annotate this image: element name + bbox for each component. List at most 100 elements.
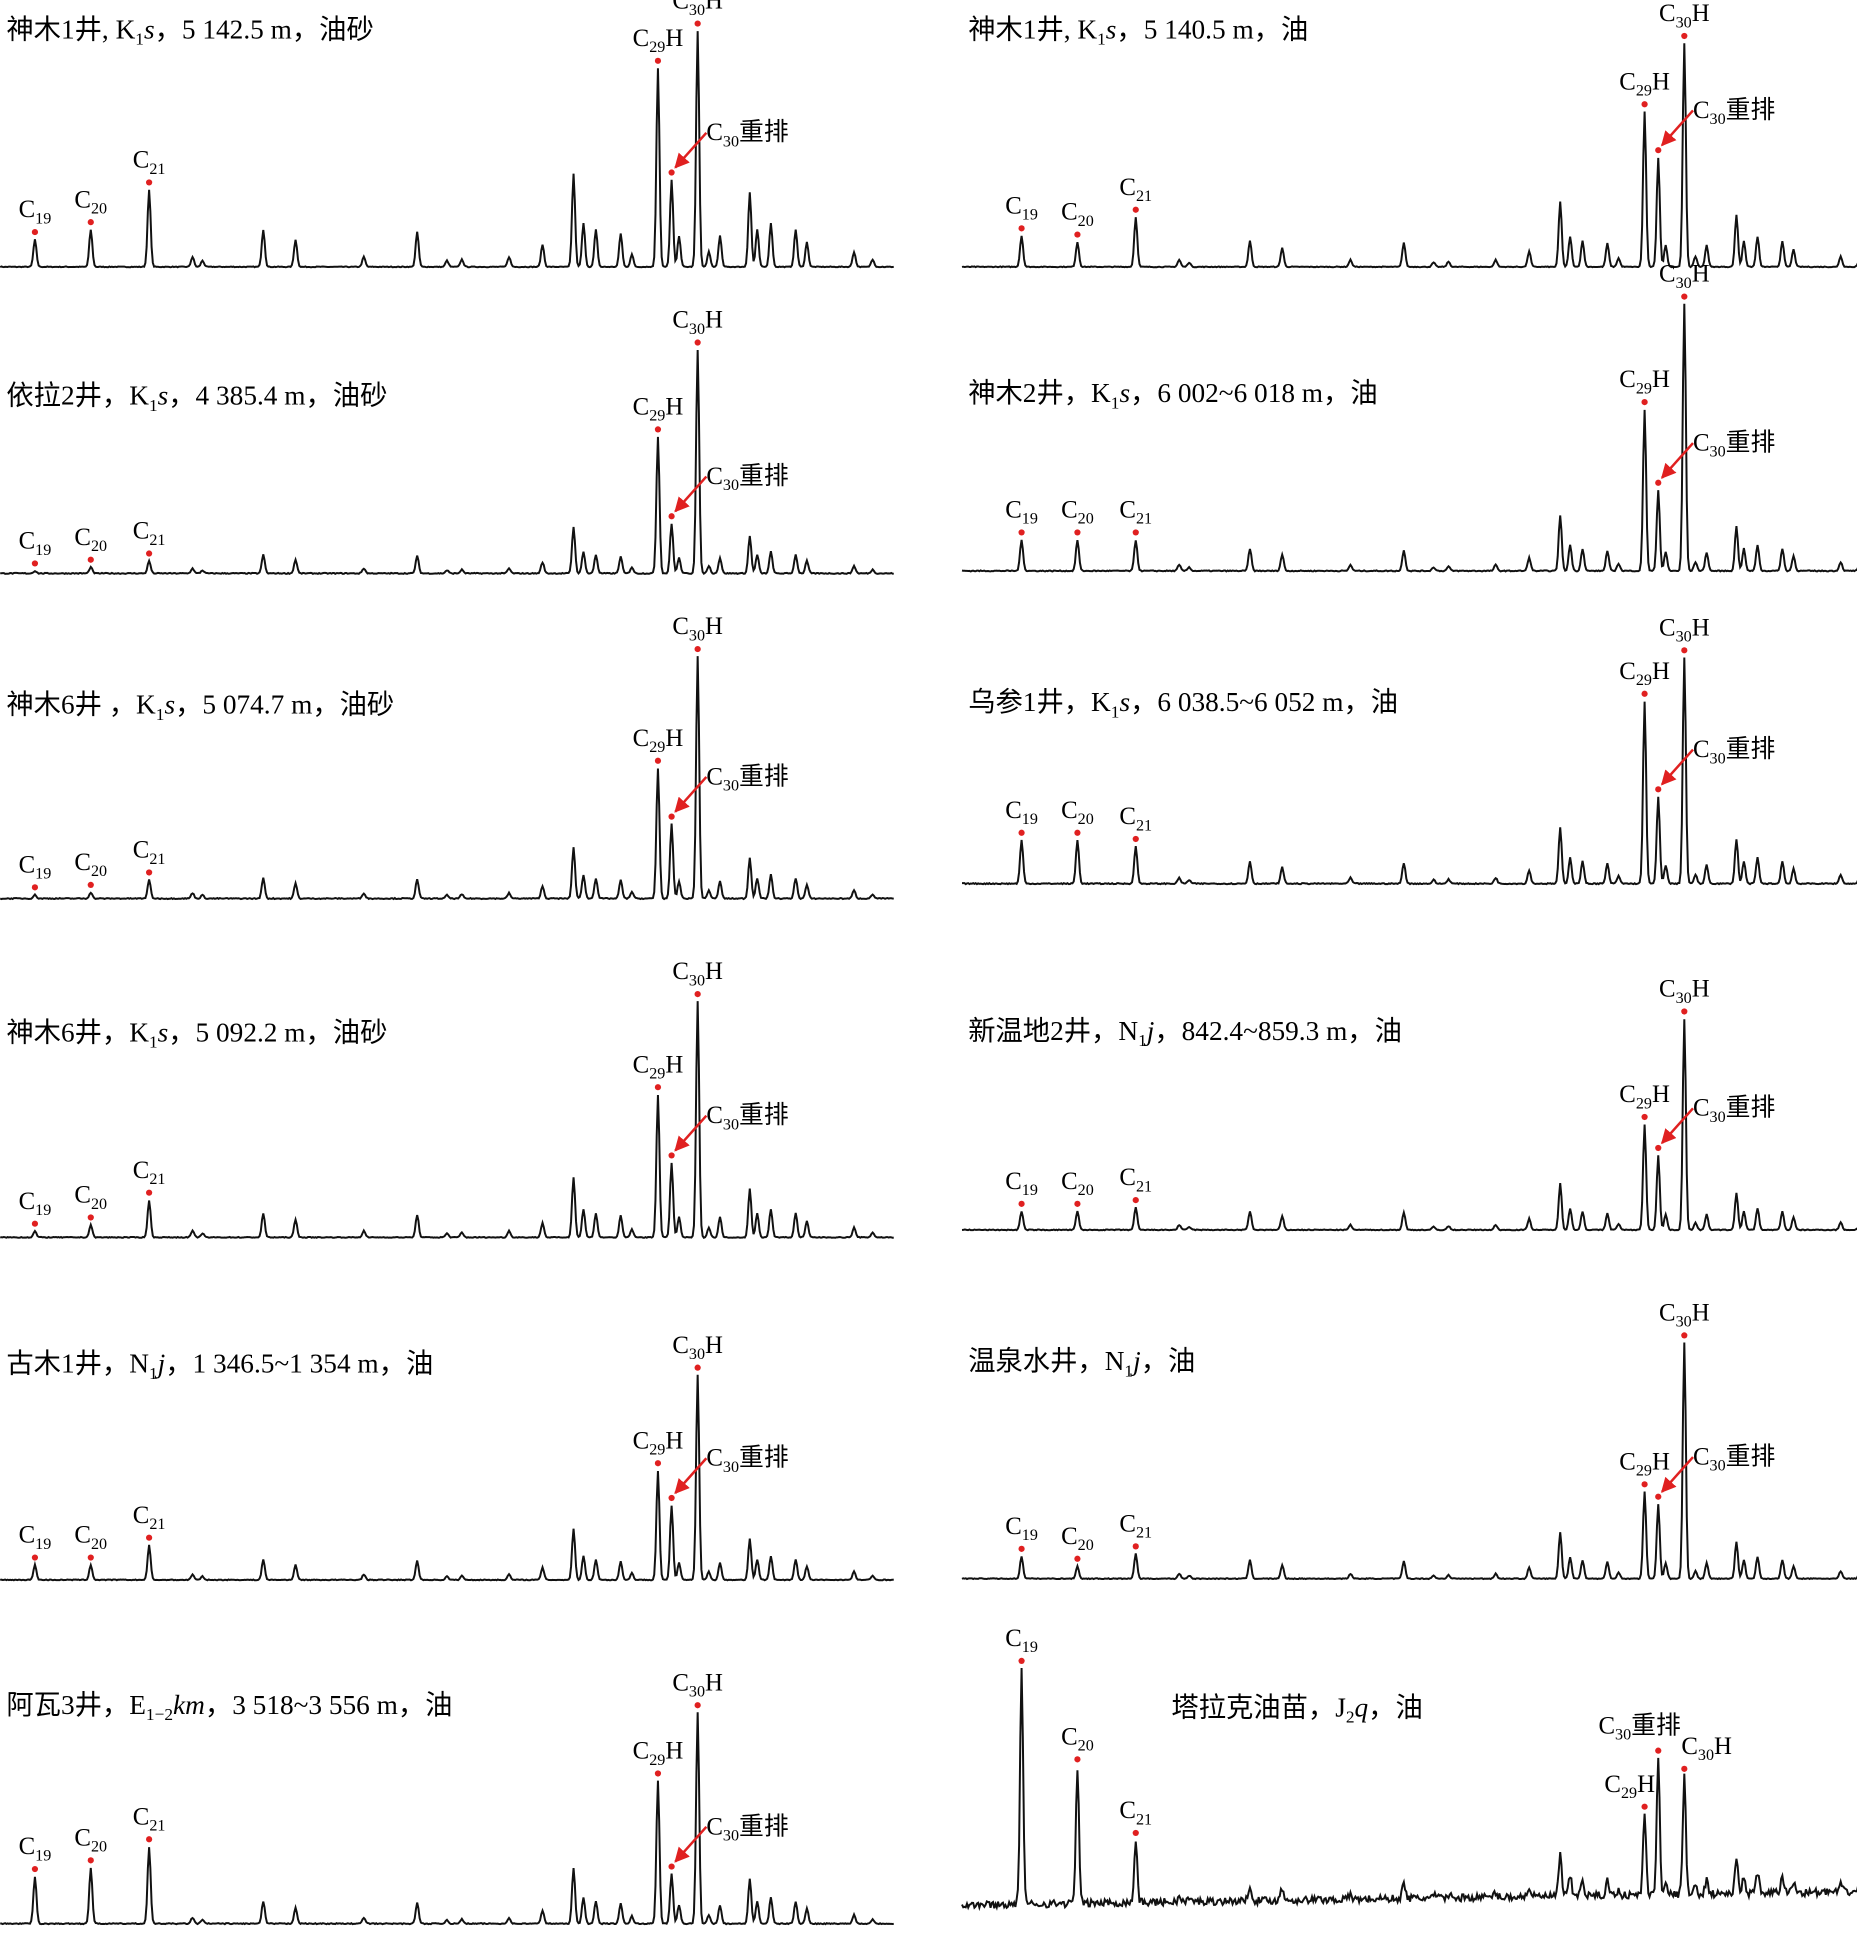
text-part: C [1693,1443,1710,1470]
text-part: 重排 [1726,1094,1776,1122]
text-part: C [1119,1510,1136,1537]
peak-dot [1132,529,1139,536]
text-part: 乌参1井，K [968,687,1111,717]
chromatogram-trace [961,303,1857,573]
text-part: C [1619,658,1636,685]
text-part: C [706,1813,723,1840]
plab: C30重排 [706,1444,788,1476]
subscript: 1 [149,1364,158,1383]
text-part: s [1119,687,1130,717]
peak-dot [31,560,39,567]
text-part: H [1652,68,1670,95]
peak-dot [87,1214,94,1221]
chromatogram-trace [0,1712,894,1926]
subscript: 30 [689,1346,705,1363]
text-part: s [164,690,175,720]
text-part: C [1619,1081,1636,1108]
text-part: C [74,186,91,213]
peak-dot [1132,835,1139,843]
subscript: 19 [1022,1639,1038,1656]
peak-dot [654,757,662,764]
title: 依拉2井，K1s，4 385.4 m，油砂 [6,381,387,415]
peak-dot [1641,690,1648,697]
text-part: C [672,613,689,640]
subscript: 30 [723,1459,739,1476]
text-part: C [672,0,689,15]
peak-dot [1641,101,1648,108]
text-part: H [665,1051,683,1078]
text-part: C [1005,797,1022,824]
subscript: 20 [91,1839,107,1856]
peak-dot [1018,1657,1025,1665]
title: 古木1井，N1j，1 346.5~1 354 m，油 [6,1349,433,1383]
peak-arrow [674,1114,708,1152]
subscript: 1−2 [146,1705,173,1724]
peak-dot [31,884,39,891]
subscript: 19 [35,1536,51,1553]
text-part: 神木6井，K [6,1017,149,1047]
plab: C20 [1061,1723,1094,1754]
text-part: C [133,518,150,545]
text-part: C [1005,1168,1022,1195]
subscript: 30 [689,2,705,19]
text-part: 神木1井, K [6,14,135,44]
plab: C30H [1659,614,1710,645]
subscript: 30 [1710,1458,1726,1475]
plab: C21 [1119,1797,1152,1828]
subscript: 21 [149,1171,165,1188]
text-part: 神木6井 ，K [6,690,156,720]
chromatogram-trace [0,349,894,576]
peak-dot [1074,1555,1081,1562]
subscript: 30 [689,1684,705,1701]
plab: C29H [633,1427,684,1458]
text-part: 重排 [1726,96,1776,124]
subscript: 1 [1097,30,1106,49]
subscript: 1 [1124,1361,1133,1380]
plab: C21 [133,518,166,549]
peak-dot [87,1554,94,1561]
text-part: C [1598,1712,1615,1739]
subscript: 29 [649,1065,665,1082]
text-part: j [1130,1346,1141,1376]
peak-dot [31,1865,39,1873]
text-part: H [1692,1300,1710,1327]
peak-dot [1641,399,1648,406]
peak-dot [87,881,94,888]
plab: C21 [1119,174,1152,205]
subscript: 30 [1710,444,1726,461]
peak-arrow [1660,1107,1694,1145]
text-part: C [1005,1513,1022,1540]
text-part: C [19,1833,36,1860]
text-part: ，5 142.5 m，油砂 [155,14,374,44]
plab: C20 [74,849,107,880]
text-part: C [19,528,36,555]
plab: C19 [19,1833,52,1864]
subscript: 19 [35,866,51,883]
text-part: C [1061,497,1078,524]
plab: C19 [1005,797,1038,828]
subscript: 29 [649,1752,665,1769]
peak-dot [654,426,662,433]
text-part: C [1619,68,1636,95]
plab: C19 [19,851,52,882]
subscript: 29 [649,1442,665,1459]
text-part: C [1005,1625,1022,1652]
plab: C29H [633,1051,684,1082]
peak-dot [694,645,701,653]
subscript: 21 [1136,1178,1152,1195]
peak-dot [146,179,153,186]
text-part: H [1692,261,1710,288]
text-part: 古木1井，N [6,1349,149,1379]
plab: C30H [672,1332,723,1363]
text-part: C [1693,736,1710,763]
text-part: C [633,1051,650,1078]
subscript: 29 [1636,380,1652,397]
plab: C29H [1604,1771,1655,1802]
text-part: C [633,25,650,52]
text-part: 重排 [739,118,789,146]
text-part: C [74,524,91,551]
text-part: C [74,849,91,876]
subscript: 30 [689,321,705,338]
text-part: C [1693,430,1710,457]
title: 乌参1井，K1s，6 038.5~6 052 m，油 [968,687,1398,721]
